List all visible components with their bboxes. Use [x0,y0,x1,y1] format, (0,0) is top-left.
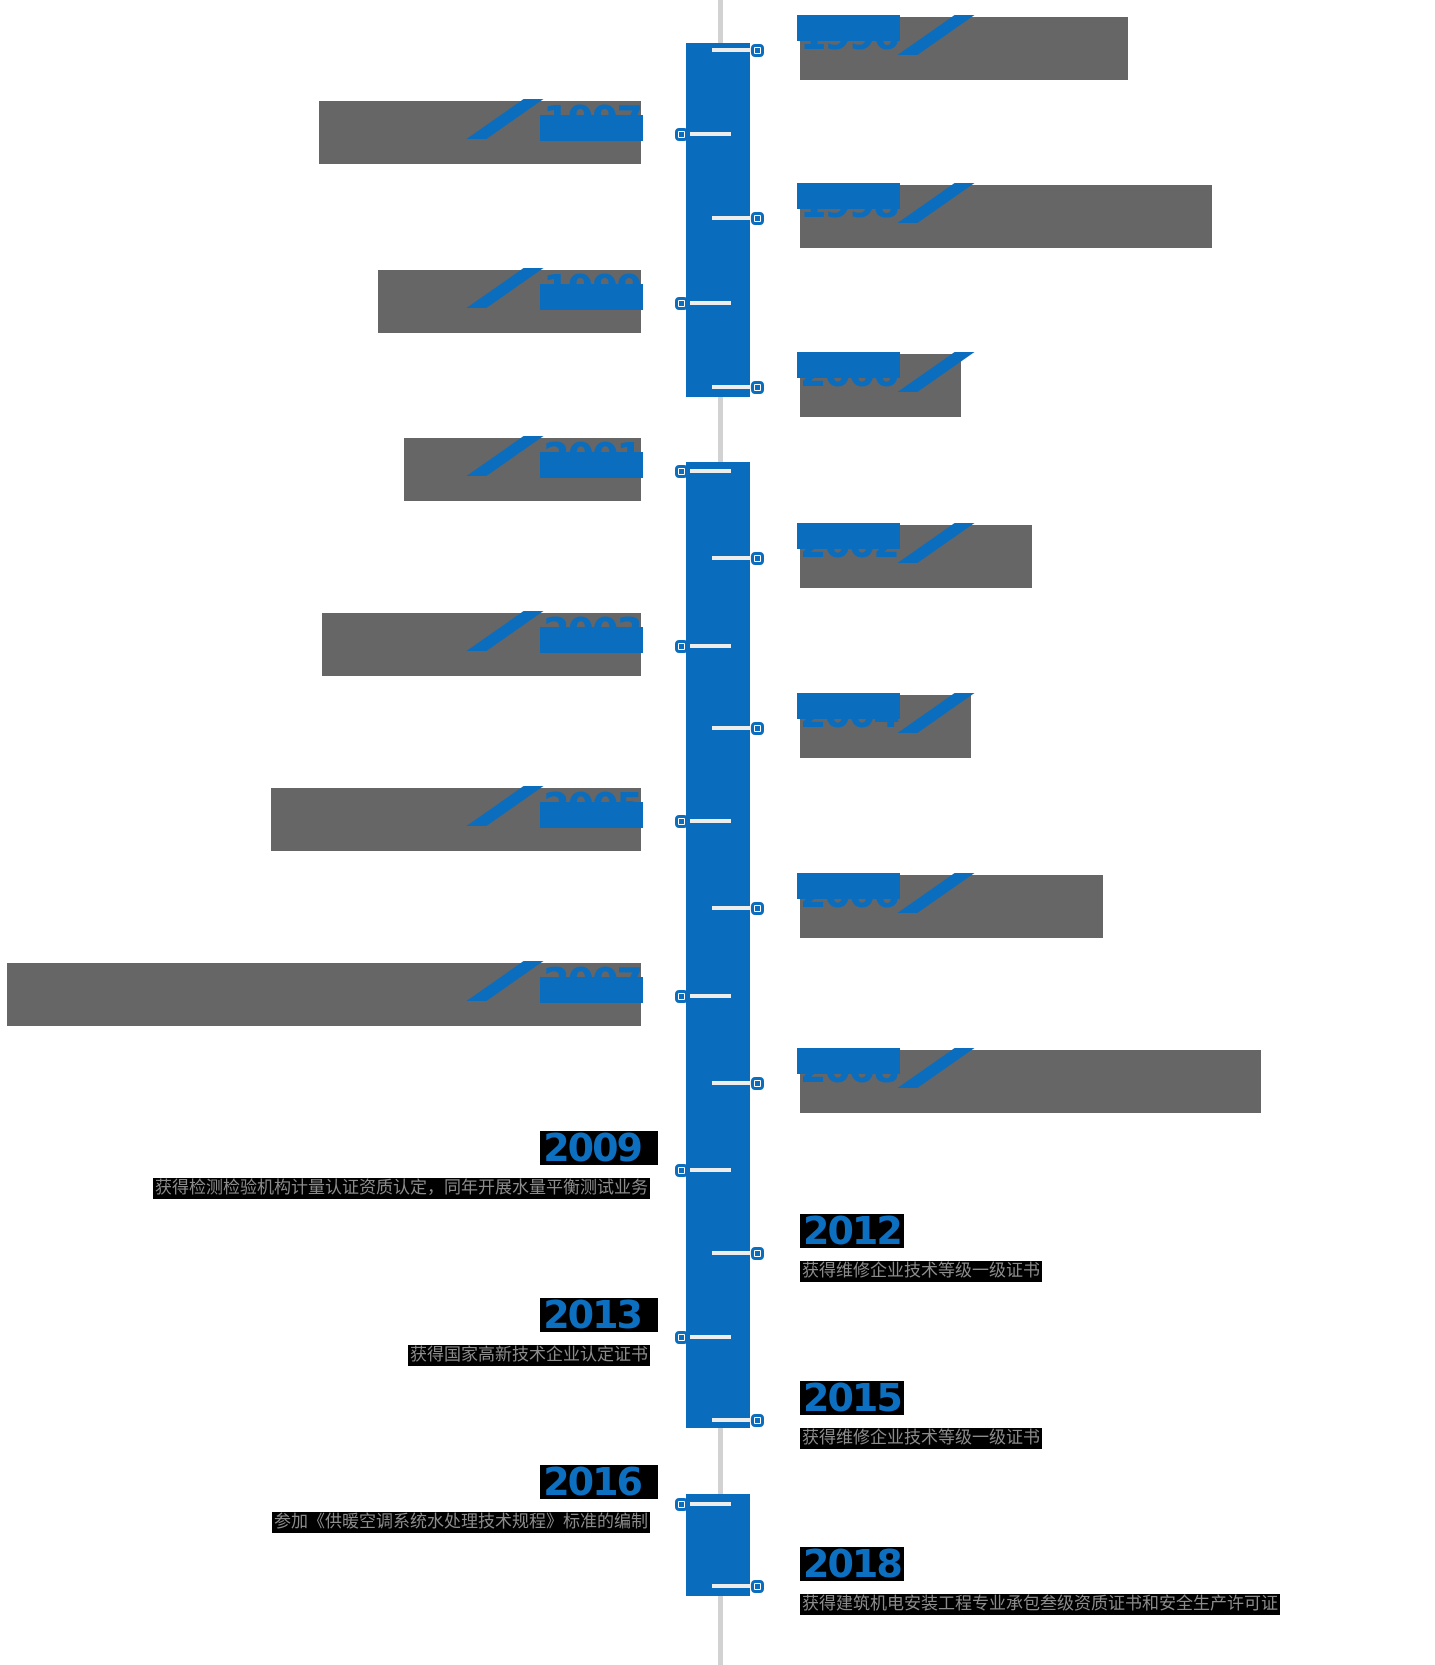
timeline-node-icon-2016 [675,1498,688,1511]
milestone-yearblock-2006: 2006 [797,873,975,913]
timeline-node-icon-2008 [751,1077,764,1090]
timeline-tick-2015 [712,1418,752,1422]
timeline-node-icon-2009 [675,1164,688,1177]
milestone-yearblock-2005: 2005 [466,786,643,828]
milestone-year-2013: 2013 [540,1296,658,1334]
milestone-year-2015: 2015 [800,1379,904,1417]
timeline-node-icon-2004 [751,722,764,735]
timeline-node-icon-1999 [675,297,688,310]
milestone-yearblock-2008: 2008 [797,1048,975,1088]
milestone-desc-2012: 获得维修企业技术等级一级证书 [800,1261,1042,1282]
milestone-yearblock-2007: 2007 [466,961,643,1003]
year-cover-2000 [797,352,900,378]
timeline-tick-2005 [690,819,731,823]
milestone-year-2018: 2018 [800,1545,904,1583]
timeline-node-icon-2018 [751,1580,764,1593]
year-cover-1996 [797,15,900,41]
timeline-tick-2012 [712,1251,752,1255]
timeline-tick-2007 [690,994,731,998]
milestone-desc-2018: 获得建筑机电安装工程专业承包叁级资质证书和安全生产许可证 [800,1594,1280,1615]
milestone-yearblock-2002: 2002 [797,523,975,563]
timeline-node-icon-2001 [675,465,688,478]
milestone-yearblock-1999: 1999 [466,268,643,310]
timeline-node-icon-2002 [751,552,764,565]
timeline-tick-2016 [690,1502,731,1506]
timeline-tick-2003 [690,644,731,648]
milestone-yearblock-2001: 2001 [466,436,643,478]
milestone-desc-2015: 获得维修企业技术等级一级证书 [800,1428,1042,1449]
timeline-tick-2008 [712,1081,752,1085]
timeline-tick-2018 [712,1584,752,1588]
timeline-node-icon-2015 [751,1414,764,1427]
year-cover-2008 [797,1048,900,1074]
milestone-desc-2009: 获得检测检验机构计量认证资质认定，同年开展水量平衡测试业务 [153,1178,650,1199]
timeline-tick-2002 [712,556,752,560]
timeline-node-icon-1998 [751,212,764,225]
timeline-node-icon-1997 [675,128,688,141]
timeline-node-icon-2005 [675,815,688,828]
milestone-year-2012: 2012 [800,1212,904,1250]
milestone-year-2009: 2009 [540,1129,658,1167]
year-cover-1999 [540,284,643,310]
timeline-tick-1996 [712,48,752,52]
milestone-yearblock-1997: 1997 [466,99,643,141]
milestone-yearblock-2003: 2003 [466,611,643,653]
milestone-desc-2016: 参加《供暖空调系统水处理技术规程》标准的编制 [272,1512,650,1533]
timeline-node-icon-2003 [675,640,688,653]
timeline-tick-1999 [690,301,731,305]
milestone-cover-bar-2007 [7,963,641,1026]
year-cover-2003 [540,627,643,653]
year-cover-2004 [797,693,900,719]
timeline-node-icon-2007 [675,990,688,1003]
timeline-band-segment-1 [686,43,750,397]
milestone-yearblock-2004: 2004 [797,693,975,733]
timeline-node-icon-2006 [751,902,764,915]
year-cover-2002 [797,523,900,549]
year-cover-1998 [797,183,900,209]
timeline-tick-1997 [690,132,731,136]
timeline-band-segment-2 [686,462,750,1428]
timeline-tick-2001 [690,469,731,473]
milestone-year-2016: 2016 [540,1463,658,1501]
milestone-yearblock-1998: 1998 [797,183,975,223]
timeline-tick-2013 [690,1335,731,1339]
year-cover-2006 [797,873,900,899]
timeline-tick-2004 [712,726,752,730]
timeline-node-icon-2012 [751,1247,764,1260]
year-cover-1997 [540,115,643,141]
timeline-node-icon-1996 [751,44,764,57]
year-cover-2007 [540,977,643,1003]
milestone-yearblock-2000: 2000 [797,352,975,392]
year-cover-2005 [540,802,643,828]
year-cover-2001 [540,452,643,478]
timeline-node-icon-2000 [751,381,764,394]
milestone-desc-2013: 获得国家高新技术企业认定证书 [408,1345,650,1366]
timeline-tick-1998 [712,216,752,220]
timeline-band-segment-3 [686,1494,750,1596]
timeline-tick-2006 [712,906,752,910]
timeline-tick-2009 [690,1168,731,1172]
milestone-yearblock-1996: 1996 [797,15,975,55]
timeline-node-icon-2013 [675,1331,688,1344]
timeline-tick-2000 [712,385,752,389]
